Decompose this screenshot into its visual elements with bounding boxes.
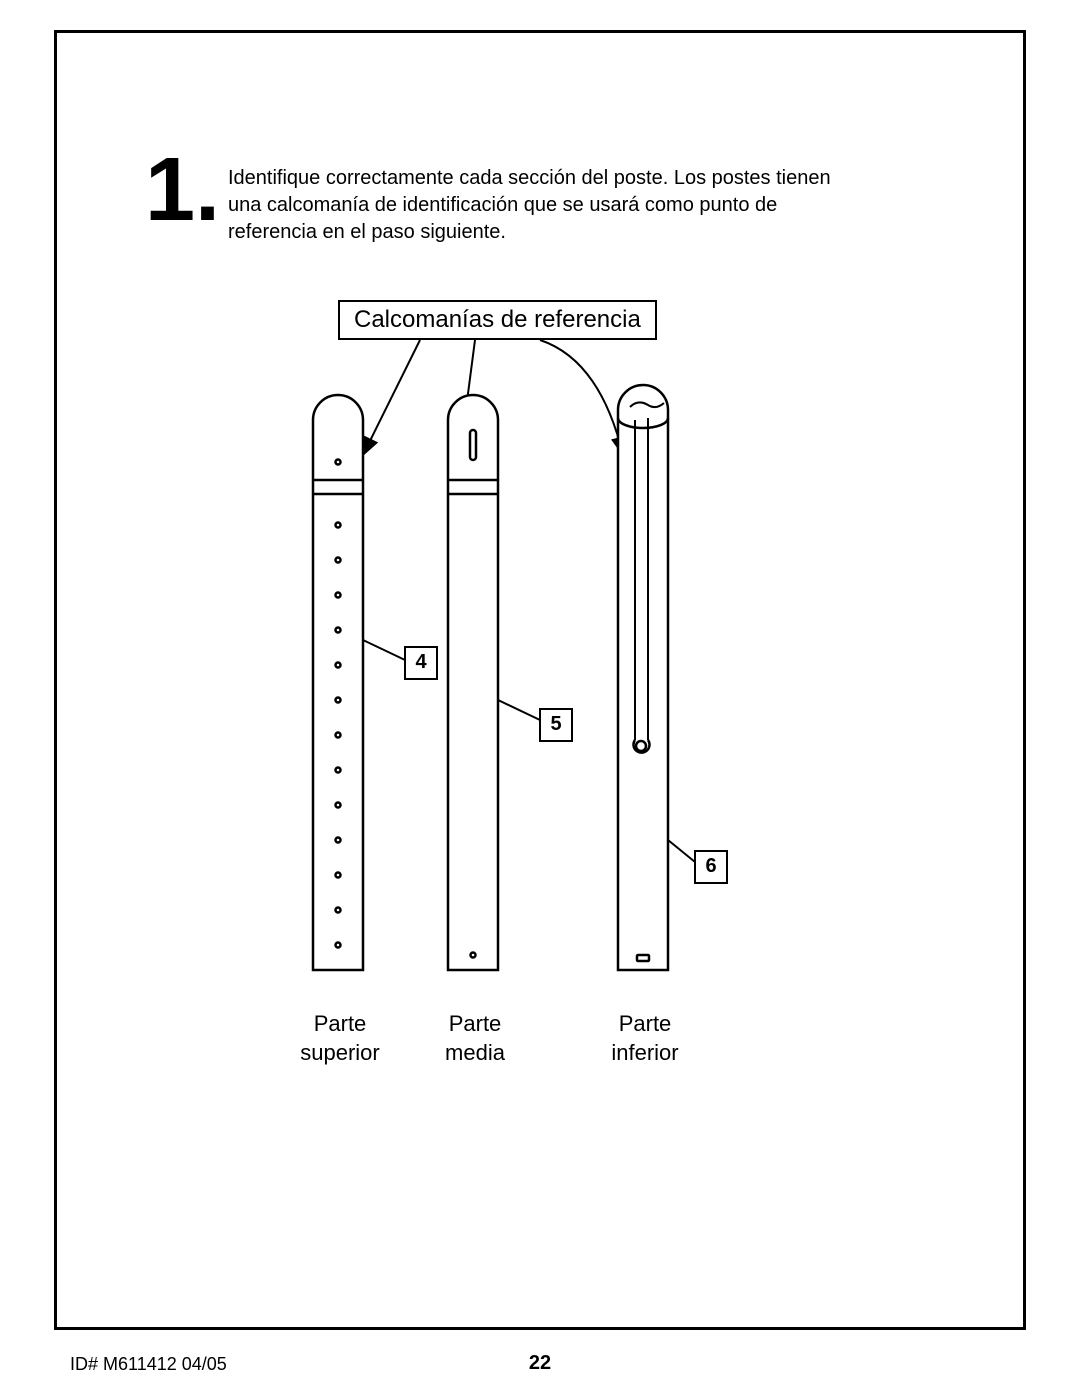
pole-label-top: Parte superior <box>290 1010 390 1067</box>
diagram-svg <box>0 0 1080 1397</box>
pole-label-bottom-line2: inferior <box>611 1040 678 1065</box>
pole-label-middle-line1: Parte <box>449 1011 502 1036</box>
leader-line-5 <box>498 700 540 720</box>
part-number-4-text: 4 <box>415 651 426 673</box>
part-number-4: 4 <box>404 646 438 680</box>
page: 1. Identifique correctamente cada secció… <box>0 0 1080 1397</box>
part-number-6-text: 6 <box>705 855 716 877</box>
pole-middle-section <box>448 395 498 970</box>
footer-page-number: 22 <box>0 1352 1080 1375</box>
pole-label-bottom: Parte inferior <box>595 1010 695 1067</box>
part-number-5-text: 5 <box>550 713 561 735</box>
pole-bottom-section <box>618 385 668 970</box>
pole-label-middle-line2: media <box>445 1040 505 1065</box>
part-number-6: 6 <box>694 850 728 884</box>
pole-label-top-line1: Parte <box>314 1011 367 1036</box>
part-number-5: 5 <box>539 708 573 742</box>
pole-label-bottom-line1: Parte <box>619 1011 672 1036</box>
pole-label-middle: Parte media <box>425 1010 525 1067</box>
pole-label-top-line2: superior <box>300 1040 379 1065</box>
pole-top-section <box>313 395 363 970</box>
leader-line-6 <box>668 840 695 862</box>
leader-line-4 <box>363 640 405 660</box>
arrow-to-right-pole <box>540 340 623 455</box>
arrow-to-left-pole <box>363 340 420 455</box>
